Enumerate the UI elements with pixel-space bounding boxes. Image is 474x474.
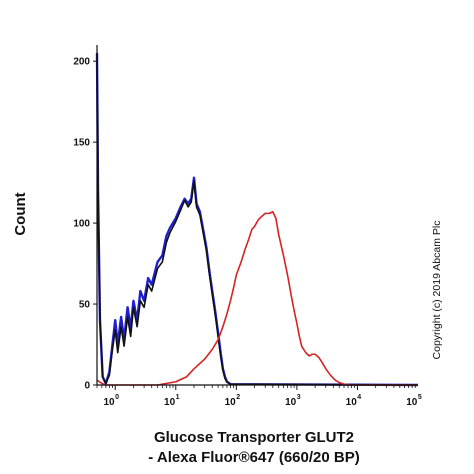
- histogram-series-1: [95, 53, 419, 387]
- histogram-series-3: [96, 210, 418, 386]
- x-tick-label: 103: [285, 394, 301, 408]
- x-axis-label-line1: Glucose Transporter GLUT2: [154, 429, 354, 446]
- x-tick-label: 100: [103, 394, 119, 408]
- copyright-annotation: Copyright (c) 2019 Abcam Plc: [431, 221, 443, 360]
- x-tick-label: 102: [225, 394, 241, 408]
- y-tick-label: 50: [79, 300, 91, 311]
- y-tick-label: 150: [73, 138, 90, 149]
- x-tick-label: 104: [346, 394, 362, 408]
- y-tick-label: 0: [84, 381, 90, 392]
- axes: [96, 45, 418, 386]
- series-layer: [95, 53, 419, 387]
- x-axis-label-line2: - Alexa Fluor®647 (660/20 BP): [148, 449, 359, 466]
- y-tick-label: 100: [73, 219, 90, 230]
- y-axis-label: Count: [12, 192, 29, 235]
- x-tick-label: 101: [164, 394, 180, 408]
- y-tick-label: 200: [73, 57, 90, 68]
- x-tick-label: 105: [406, 394, 422, 408]
- histogram-series-2: [96, 53, 419, 386]
- ticks: 0 50 100 150 200 100 101 102 103 104 105: [73, 57, 422, 408]
